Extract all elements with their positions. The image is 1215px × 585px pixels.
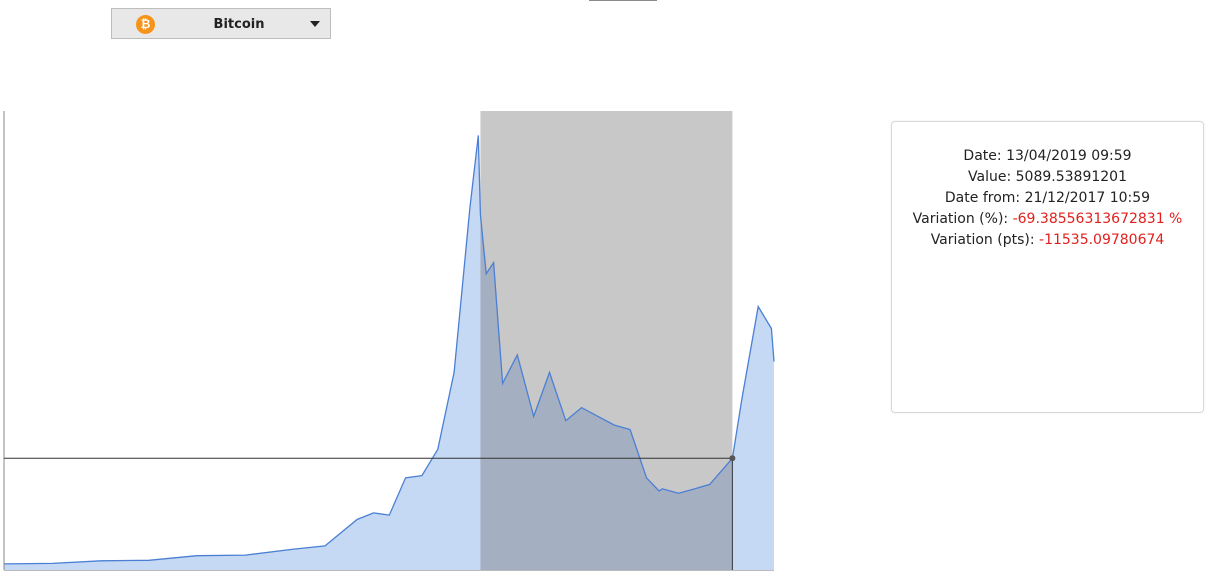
info-variation-pts-label: Variation (pts):	[930, 232, 1040, 248]
chevron-down-icon[interactable]	[310, 21, 320, 27]
info-variation-pct-line: Variation (%): -69.38556313672831 %	[892, 209, 1203, 230]
info-date-label: Date:	[963, 148, 1007, 164]
info-variation-pts: -11535.09780674	[1039, 232, 1165, 248]
info-from-label: Date from:	[944, 190, 1025, 206]
price-line	[3, 135, 775, 565]
info-variation-pct: -69.38556313672831 %	[1012, 211, 1183, 227]
top-divider	[589, 0, 657, 1]
info-from-line: Date from: 21/12/2017 10:59	[892, 188, 1203, 209]
info-date: 13/04/2019 09:59	[1006, 148, 1132, 164]
info-from: 21/12/2017 10:59	[1024, 190, 1151, 206]
price-chart[interactable]	[0, 106, 780, 578]
asset-selector-dropdown[interactable]: ₿ Bitcoin	[111, 8, 331, 39]
bitcoin-icon: ₿	[136, 15, 155, 34]
info-value-label: Value:	[968, 169, 1016, 185]
info-date-line: Date: 13/04/2019 09:59	[892, 146, 1203, 167]
price-area-selected	[480, 214, 733, 570]
info-value: 5089.53891201	[1015, 169, 1127, 185]
asset-selector-label: Bitcoin	[213, 17, 265, 32]
info-variation-pts-line: Variation (pts): -11535.09780674	[892, 230, 1203, 251]
info-panel: Date: 13/04/2019 09:59 Value: 5089.53891…	[891, 121, 1204, 413]
hover-point	[729, 455, 736, 462]
info-value-line: Value: 5089.53891201	[892, 167, 1203, 188]
price-chart-svg[interactable]	[0, 106, 780, 578]
info-variation-pct-label: Variation (%):	[912, 211, 1013, 227]
